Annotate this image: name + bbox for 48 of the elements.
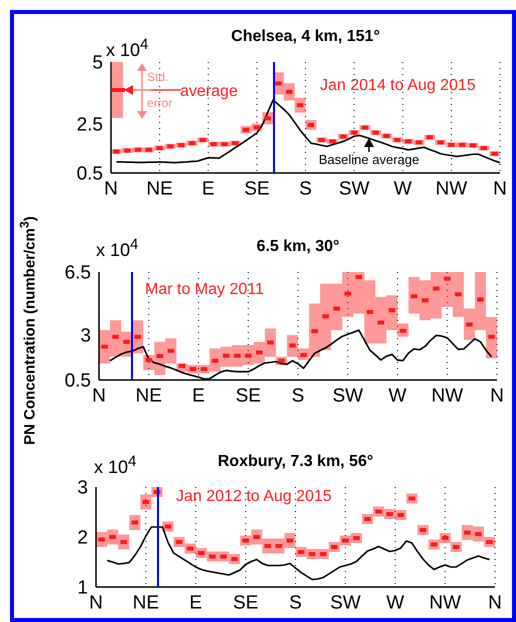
x-tick-label: NE [146, 178, 173, 200]
text: x 10$^{4}$ [94, 452, 136, 480]
x-tick-label: NW [431, 385, 464, 406]
y-tick-label: 6.5 [64, 262, 91, 284]
x-tick-label: E [202, 178, 215, 200]
y-tick-label: 2 [77, 528, 88, 549]
x-tick-label: NW [436, 178, 468, 200]
y-tick-label: 2.5 [76, 114, 103, 136]
x-tick-label: NW [429, 592, 462, 614]
annotation: Mar to May 2011 [145, 280, 264, 300]
annotation: Std. error [147, 70, 172, 110]
chart-title: Roxbury, 7.3 km, 56° [218, 453, 374, 470]
annotation: Jan 2014 to Aug 2015 [320, 76, 476, 96]
x-tick-label: W [388, 385, 407, 406]
x-tick-label: N [490, 385, 504, 406]
x-tick-label: SW [330, 592, 361, 614]
x-tick-label: SE [236, 385, 261, 406]
y-tick-label: 0.5 [76, 164, 103, 185]
x-tick-label: NE [136, 385, 162, 406]
x-tick-label: SW [332, 385, 364, 406]
x-tick-label: E [189, 592, 202, 614]
y-tick-label: 3 [77, 478, 88, 499]
x-tick-label: SE [244, 178, 270, 200]
x-tick-label: N [89, 592, 103, 614]
x-tick-label: SW [338, 178, 370, 200]
y-tick-label: 3 [80, 326, 91, 347]
x-tick-label: W [386, 592, 404, 614]
annotation: Baseline average [318, 152, 420, 167]
x-tick-label: N [104, 178, 118, 200]
y-tick-label: 0.5 [64, 370, 91, 392]
chart-title: Chelsea, 4 km, 151° [231, 28, 380, 45]
annotation: Jan 2012 to Aug 2015 [176, 487, 332, 508]
x-tick-label: N [92, 385, 106, 406]
x-tick-label: S [299, 178, 312, 200]
annotation: average [180, 82, 238, 102]
x-tick-label: N [493, 178, 507, 200]
text: x 10$^{4}$ [96, 235, 138, 262]
chart-title: 6.5 km, 30° [256, 238, 340, 255]
x-tick-label: S [289, 592, 302, 614]
x-tick-label: E [192, 385, 205, 406]
x-tick-label: W [394, 178, 412, 200]
x-tick-label: NE [132, 592, 160, 614]
y-tick-label: 5 [92, 52, 103, 74]
x-tick-label: S [292, 385, 304, 406]
text: x 10$^{4}$ [106, 35, 148, 62]
x-tick-label: SE [232, 592, 258, 614]
y-tick-label: 1 [77, 578, 88, 599]
x-tick-label: N [488, 592, 502, 614]
